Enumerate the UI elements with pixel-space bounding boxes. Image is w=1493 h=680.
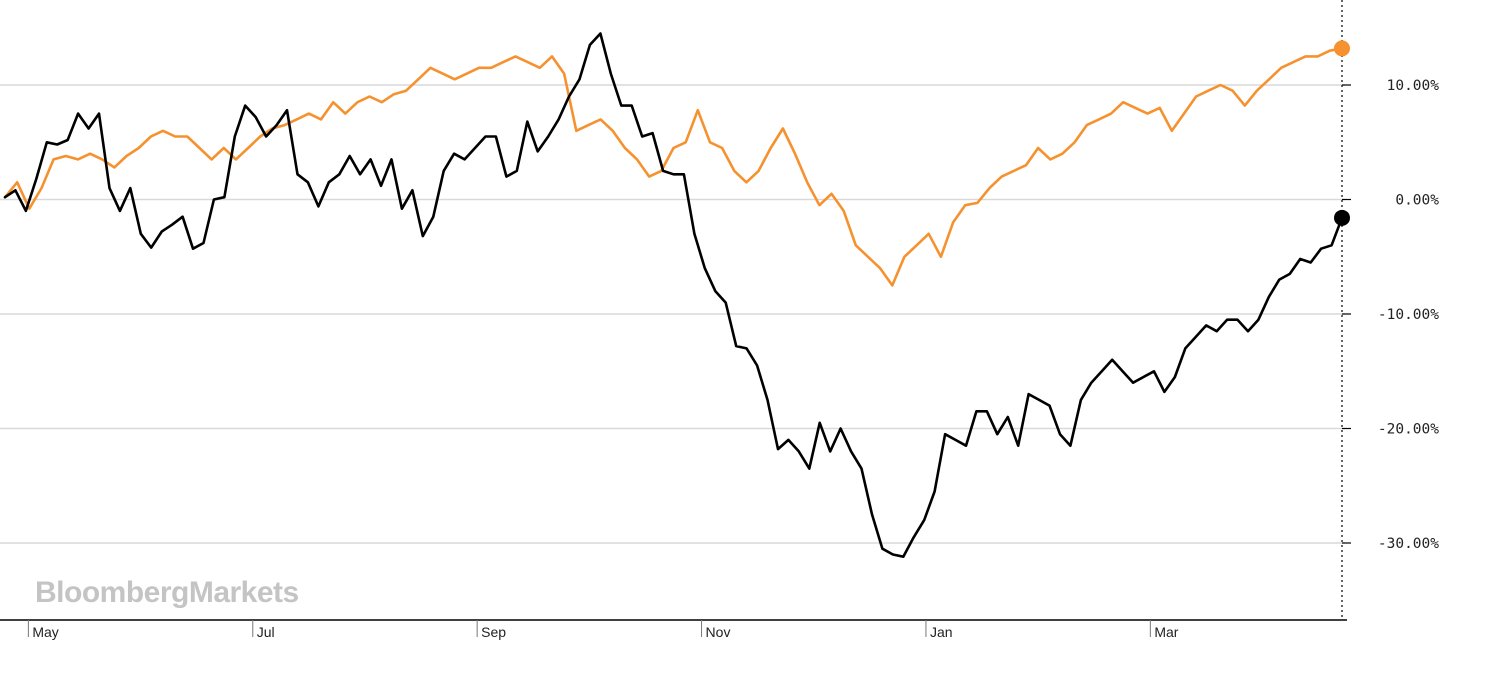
x-tick-label-2: Sep — [481, 624, 506, 640]
y-tick-label-1: 0.00% — [1395, 193, 1439, 209]
x-tick-label-3: Nov — [706, 624, 731, 640]
x-tick-label-5: Mar — [1154, 624, 1178, 640]
gridlines — [0, 84, 1345, 544]
series-endpoint-black — [1334, 209, 1350, 226]
y-tick-label-3: -20.00% — [1378, 422, 1439, 438]
y-axis-ticks: 10.00% 0.00% -10.00% -20.00% -30.00% — [1342, 78, 1439, 552]
series-lines — [3, 32, 1350, 559]
series-line-orange — [3, 47, 1344, 287]
x-tick-label-4: Jan — [930, 624, 953, 640]
y-tick-label-2: -10.00% — [1378, 307, 1439, 323]
series-endpoint-orange — [1334, 40, 1350, 57]
bloomberg-markets-watermark: BloombergMarkets — [35, 576, 299, 609]
y-tick-label-4: -30.00% — [1378, 536, 1439, 552]
y-tick-label-0: 10.00% — [1387, 78, 1440, 94]
x-axis: May Jul Sep Nov Jan Mar — [0, 0, 1347, 640]
x-tick-label-0: May — [32, 624, 58, 640]
series-line-black — [3, 32, 1344, 559]
x-tick-label-1: Jul — [257, 624, 275, 640]
